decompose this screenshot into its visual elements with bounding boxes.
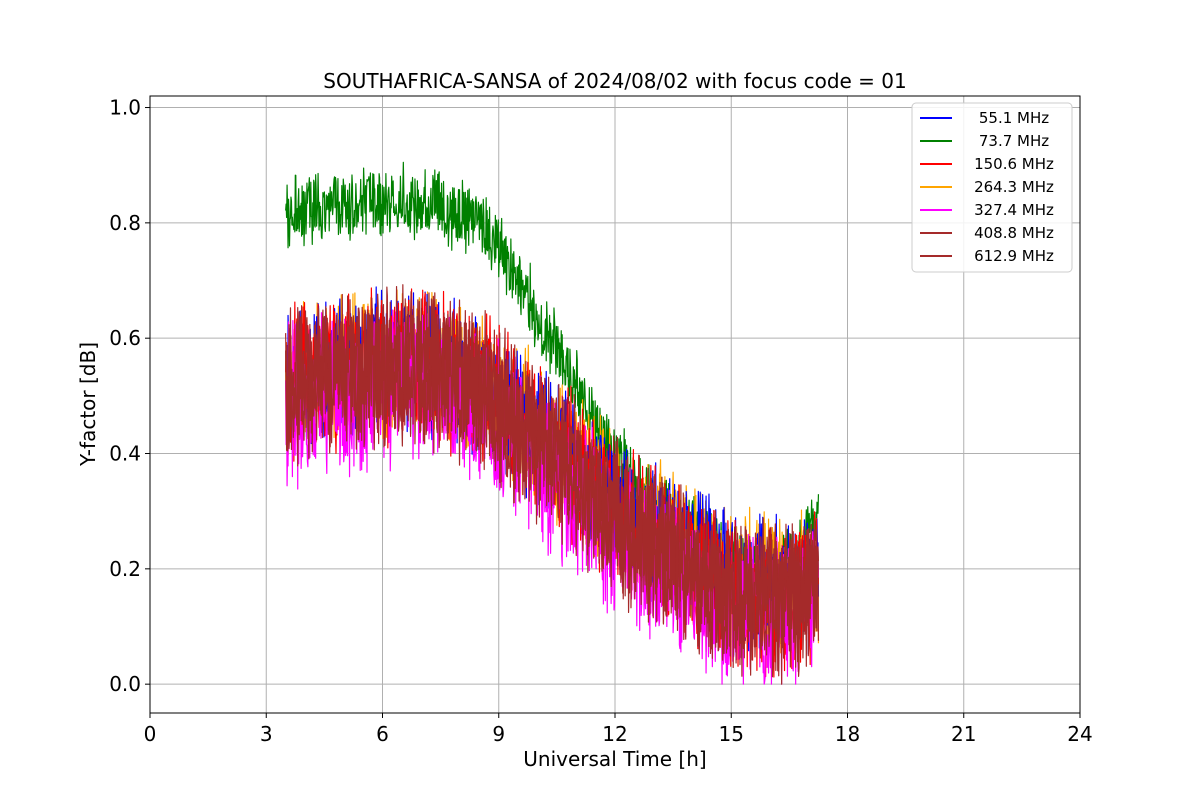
y-tick-label-3: 0.6 bbox=[109, 326, 141, 350]
legend-label-6: 612.9 MHz bbox=[974, 247, 1054, 265]
y-tick-label-4: 0.8 bbox=[109, 211, 141, 235]
x-tick-label-4: 12 bbox=[602, 722, 627, 746]
legend-label-3: 264.3 MHz bbox=[974, 178, 1054, 196]
axis-ticks: 0 3 6 9 12 15 18 21 24 0.0 0.2 0.4 0.6 0.8 1.0 bbox=[109, 96, 1093, 746]
chart-title: SOUTHAFRICA-SANSA of 2024/08/02 with foc… bbox=[323, 69, 907, 93]
x-tick-label-8: 24 bbox=[1067, 722, 1092, 746]
y-tick-label-0: 0.0 bbox=[109, 672, 141, 696]
x-tick-label-5: 15 bbox=[719, 722, 744, 746]
legend-frame bbox=[911, 102, 1073, 273]
legend[interactable]: 55.1 MHz 73.7 MHz 150.6 MHz 264.3 MHz 327.4… bbox=[911, 102, 1073, 273]
series-layer bbox=[285, 161, 820, 685]
x-tick-label-0: 0 bbox=[144, 722, 157, 746]
series-line-612-9-mhz bbox=[285, 292, 820, 678]
legend-label-1: 73.7 MHz bbox=[979, 132, 1049, 150]
y-tick-label-1: 0.2 bbox=[109, 557, 141, 581]
y-tick-label-5: 1.0 bbox=[109, 96, 141, 120]
x-tick-label-6: 18 bbox=[835, 722, 860, 746]
y-tick-label-2: 0.4 bbox=[109, 442, 141, 466]
x-axis-label: Universal Time [h] bbox=[523, 747, 706, 771]
legend-label-4: 327.4 MHz bbox=[974, 201, 1054, 219]
legend-label-0: 55.1 MHz bbox=[979, 109, 1049, 127]
x-tick-label-2: 6 bbox=[376, 722, 389, 746]
x-tick-label-7: 21 bbox=[951, 722, 976, 746]
x-tick-label-1: 3 bbox=[260, 722, 273, 746]
y-axis-label: Y-factor [dB] bbox=[76, 342, 100, 467]
legend-label-2: 150.6 MHz bbox=[974, 155, 1054, 173]
legend-label-5: 408.8 MHz bbox=[974, 224, 1054, 242]
x-tick-label-3: 9 bbox=[492, 722, 505, 746]
